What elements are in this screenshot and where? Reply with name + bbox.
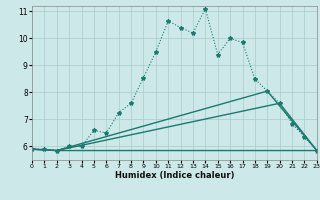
X-axis label: Humidex (Indice chaleur): Humidex (Indice chaleur) (115, 171, 234, 180)
